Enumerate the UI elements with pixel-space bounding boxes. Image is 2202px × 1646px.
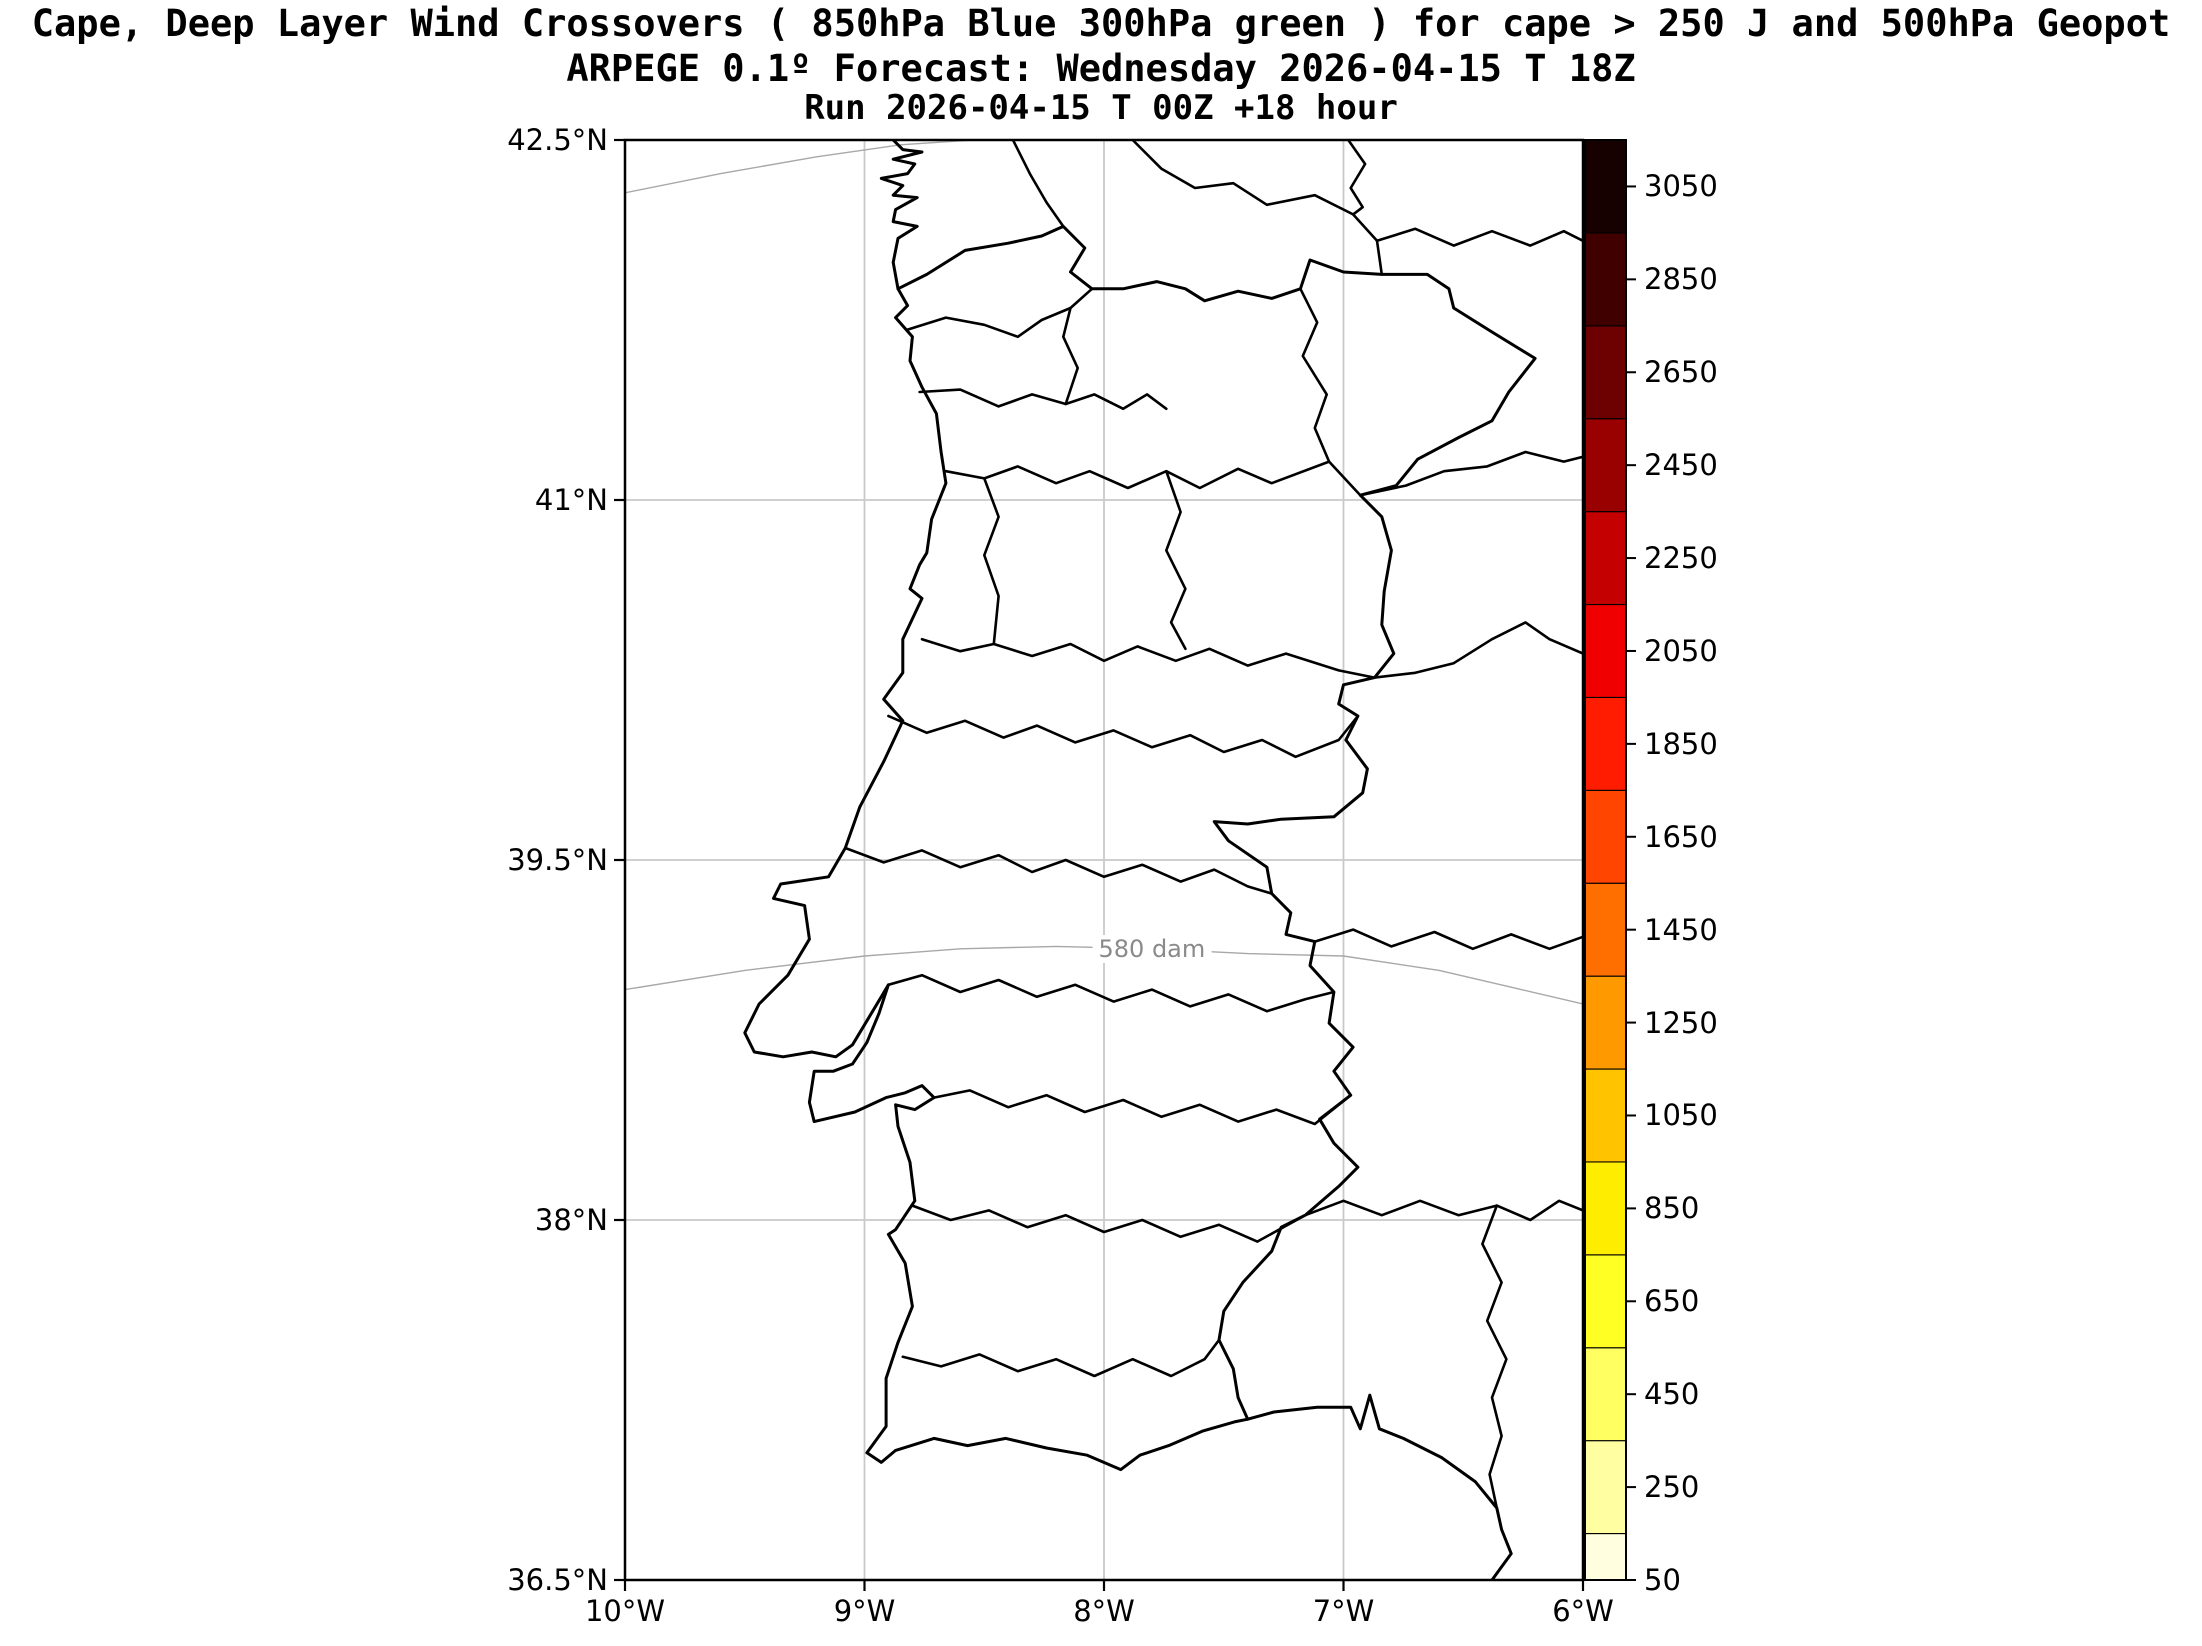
district-boundary [901, 1338, 1221, 1378]
colorbar-segment [1584, 1532, 1627, 1581]
district-boundary [918, 388, 1168, 411]
colorbar-segment [1584, 1161, 1627, 1256]
colorbar-tick-label: 2650 [1644, 355, 1718, 390]
colorbar-segment [1584, 511, 1627, 606]
colorbar-tick-label: 1650 [1644, 819, 1718, 854]
colorbar-tick-label: 2050 [1644, 633, 1718, 668]
colorbar-tick-label: 2250 [1644, 541, 1718, 576]
district-boundary [911, 1204, 1307, 1243]
colorbar-tick-label: 450 [1644, 1377, 1700, 1412]
province-boundary [1347, 140, 1367, 216]
x-tick-label: 6°W [1552, 1594, 1614, 1628]
y-tick-label: 41°N [534, 483, 608, 517]
province-boundary [1131, 140, 1384, 276]
colorbar-segment [1584, 1068, 1627, 1163]
colorbar-segment [1584, 1440, 1627, 1535]
y-tick-label: 42.5°N [507, 123, 608, 157]
district-boundary [1062, 306, 1079, 406]
x-tick-label: 8°W [1073, 1594, 1135, 1628]
district-boundary [1299, 287, 1331, 463]
contour-label-580dam: 580 dam [1092, 934, 1212, 963]
colorbar-segment [1584, 789, 1627, 884]
colorbar-frame [1584, 139, 1627, 1581]
geopotential-contour-northwest [625, 140, 973, 194]
district-boundary [944, 460, 1362, 497]
district-boundary [920, 637, 1376, 679]
colorbar-tick-label: 1250 [1644, 1005, 1718, 1040]
district-boundary [887, 714, 1360, 759]
district-boundary [1165, 469, 1187, 651]
colorbar-segment [1584, 696, 1627, 791]
district-boundary [887, 973, 1336, 1013]
colorbar-tick-label: 1850 [1644, 726, 1718, 761]
x-tick-label: 10°W [584, 1594, 666, 1628]
district-boundary [844, 846, 1273, 895]
colorbar-tick-label: 50 [1644, 1563, 1681, 1597]
province-boundary [1313, 928, 1583, 951]
province-boundary [1011, 140, 1065, 228]
colorbar-tick-label: 1450 [1644, 912, 1718, 947]
province-boundary [1375, 227, 1583, 247]
colorbar-tick-label: 850 [1644, 1191, 1700, 1226]
x-tick-label: 9°W [833, 1594, 896, 1628]
colorbar-tick-label: 650 [1644, 1284, 1700, 1319]
colorbar-segment [1584, 1347, 1627, 1442]
colorbar-segment [1584, 139, 1627, 234]
colorbar-tick-label: 2450 [1644, 448, 1718, 483]
colorbar-segment [1584, 1254, 1627, 1349]
colorbar-segment [1584, 975, 1627, 1070]
colorbar-segment [1584, 882, 1627, 977]
y-tick-label: 39.5°N [507, 843, 608, 877]
province-boundary [1303, 1199, 1583, 1222]
colorbar-segment [1584, 418, 1627, 513]
province-boundary [1373, 621, 1583, 679]
province-boundary [1359, 450, 1583, 497]
chart-run-info: Run 2026-04-15 T 00Z +18 hour [804, 88, 1398, 128]
province-boundary [1481, 1204, 1508, 1510]
colorbar-segment [1584, 603, 1627, 698]
district-boundary [932, 1089, 1352, 1126]
y-tick-label: 38°N [534, 1203, 608, 1237]
x-tick-label: 7°W [1312, 1594, 1375, 1628]
colorbar-tick-label: 250 [1644, 1470, 1700, 1505]
chart-title: Cape, Deep Layer Wind Crossovers ( 850hP… [31, 2, 2171, 45]
colorbar-tick-label: 3050 [1644, 169, 1718, 204]
district-boundary [983, 477, 1000, 646]
colorbar-tick-label: 2850 [1644, 262, 1718, 297]
colorbar-segment [1584, 232, 1627, 327]
chart-subtitle-forecast: ARPEGE 0.1º Forecast: Wednesday 2026-04-… [566, 47, 1636, 90]
y-tick-label: 36.5°N [507, 1563, 608, 1597]
colorbar-tick-label: 1050 [1644, 1098, 1718, 1133]
colorbar-segment [1584, 325, 1627, 420]
